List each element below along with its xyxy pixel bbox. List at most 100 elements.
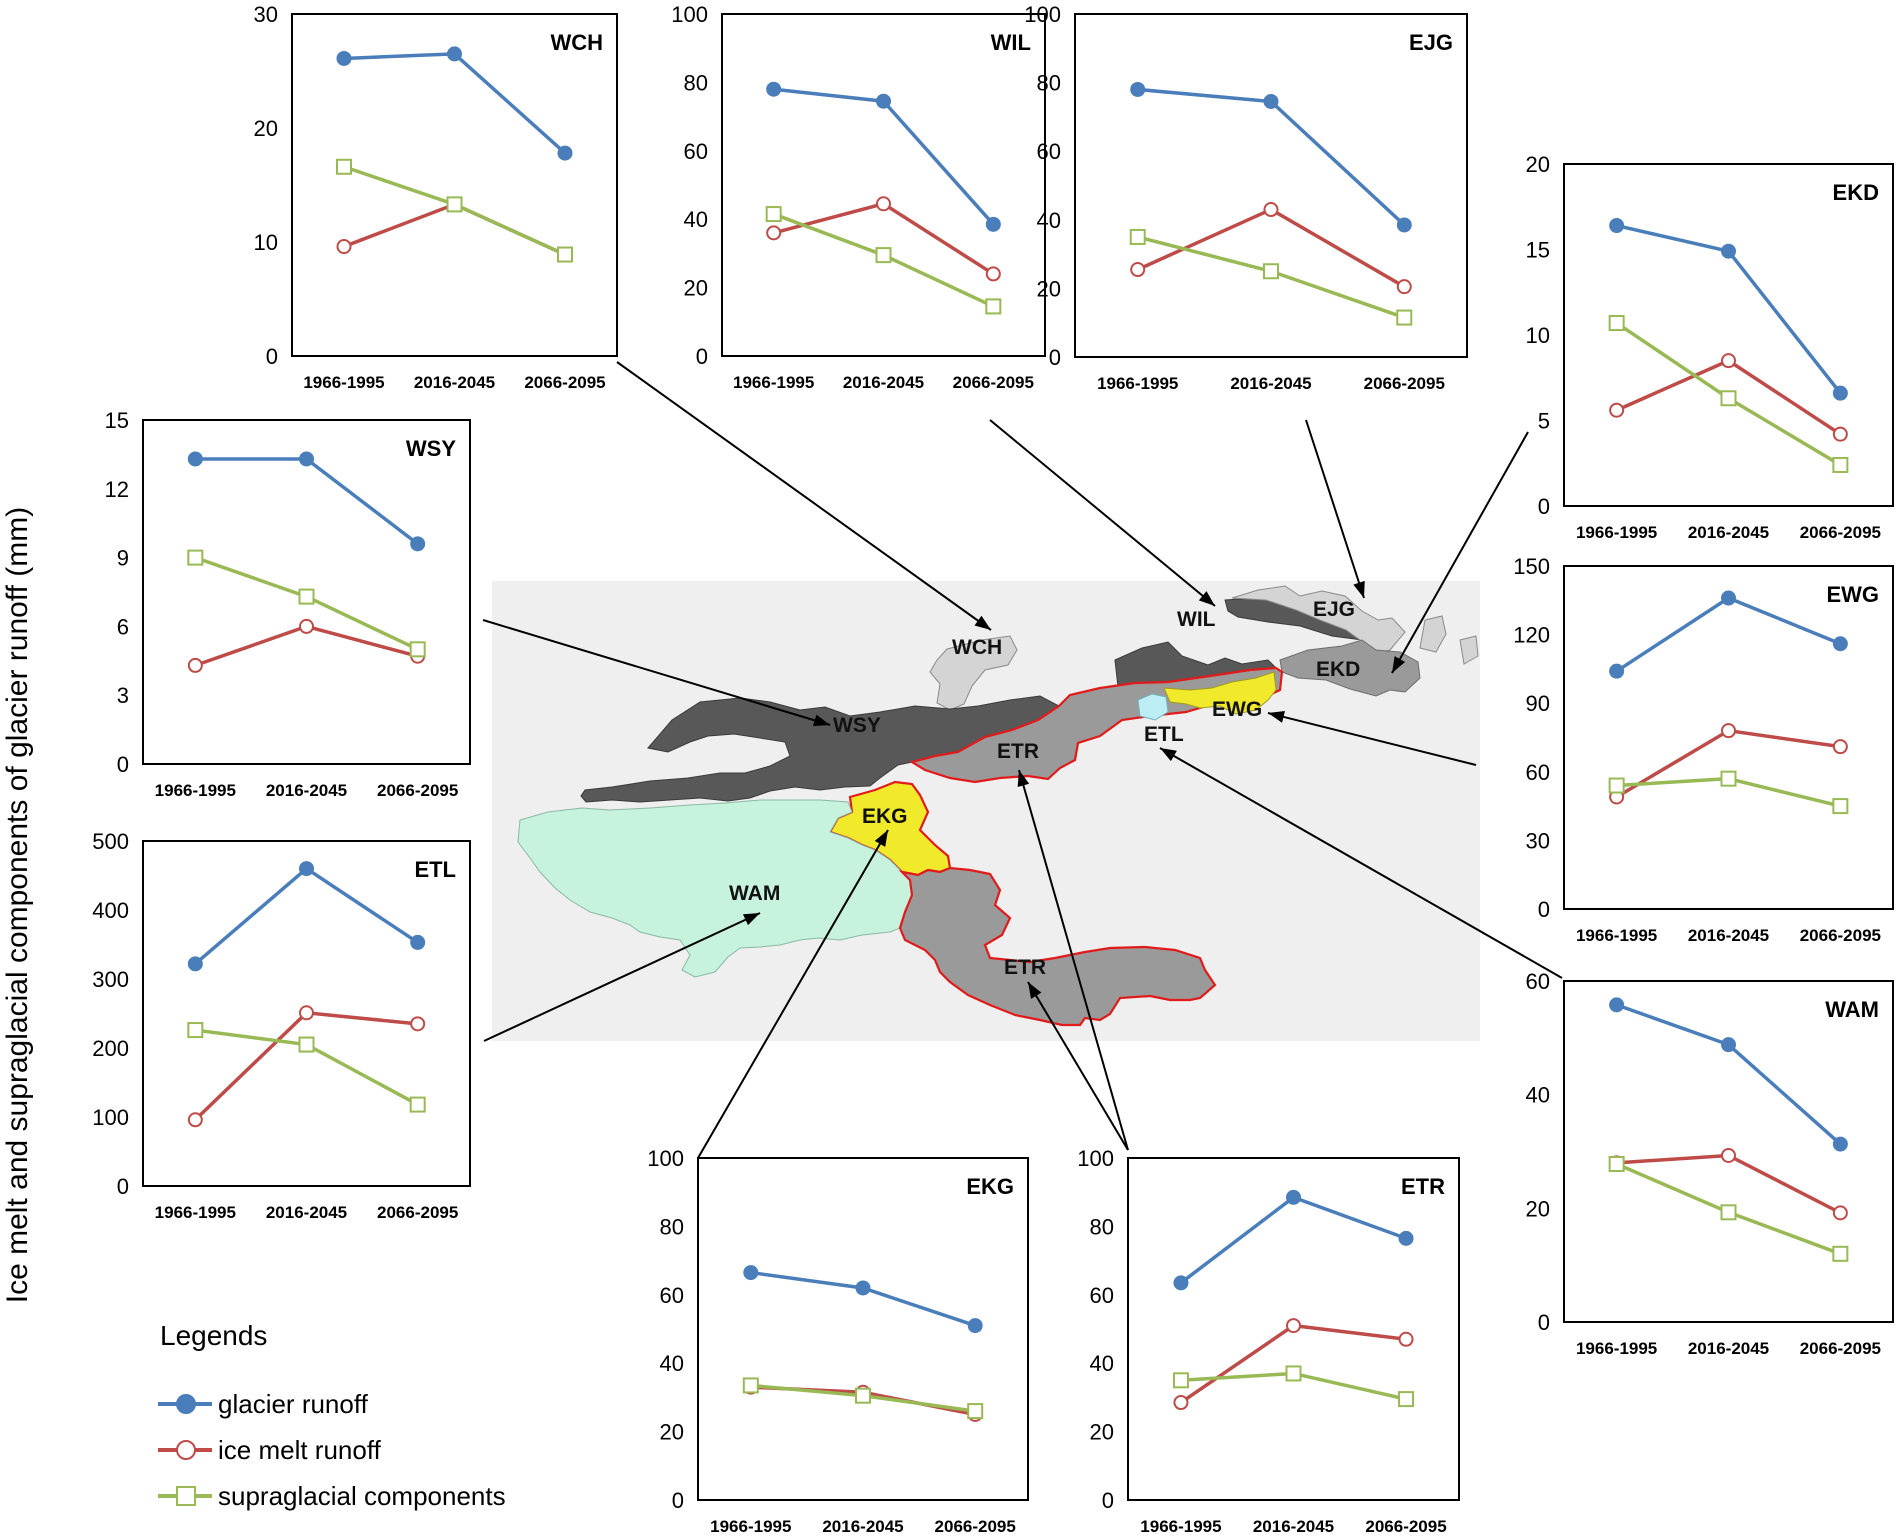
arrowhead — [974, 615, 991, 630]
xtick-etl: 2066-2095 — [377, 1203, 458, 1222]
connector-wch — [616, 361, 992, 631]
ytick-ejg: 20 — [1037, 276, 1061, 301]
point-supraglacial-components-wam — [1720, 1204, 1737, 1221]
basin-ejg-outlier2 — [1459, 635, 1479, 665]
point-glacier-runoff-etr — [1286, 1189, 1301, 1205]
panel-wch: 0 10 20 30 1966-1995 2016-2045 2066-2095 WCH — [254, 2, 618, 392]
point-supraglacial-components-wch — [446, 196, 463, 213]
panel-title-wam: WAM — [1825, 997, 1879, 1022]
point-glacier-runoff-wil — [985, 216, 1001, 232]
ytick-wch: 0 — [266, 344, 278, 369]
legend-marker-glacier-runoff — [176, 1394, 196, 1414]
xtick-ekg: 2016-2045 — [822, 1517, 903, 1536]
xtick-etr: 2066-2095 — [1365, 1517, 1446, 1536]
point-ice-melt-runoff-wam — [1721, 1147, 1736, 1163]
xtick-wch: 2066-2095 — [524, 373, 605, 392]
point-glacier-runoff-ekg — [743, 1265, 759, 1281]
ytick-wam: 0 — [1538, 1310, 1550, 1335]
connector-etr-north — [1018, 769, 1129, 1151]
xtick-etr: 1966-1995 — [1140, 1517, 1221, 1536]
point-glacier-runoff-wsy — [187, 451, 203, 467]
xtick-ekg: 2066-2095 — [935, 1517, 1016, 1536]
ytick-wch: 20 — [254, 116, 278, 141]
panel-ewg: 0 30 60 90 120 150 1966-1995 2016-2045 2066-2095… — [1513, 554, 1894, 945]
arrowhead — [1198, 591, 1215, 606]
xtick-wam: 2066-2095 — [1800, 1339, 1881, 1358]
point-supraglacial-components-ekd — [1608, 315, 1625, 332]
ytick-wil: 40 — [684, 207, 708, 232]
point-ice-melt-runoff-ejg — [1396, 279, 1412, 295]
ytick-etr: 60 — [1090, 1283, 1114, 1308]
point-supraglacial-components-ewg — [1608, 777, 1625, 794]
xtick-wsy: 1966-1995 — [155, 781, 236, 800]
ytick-wsy: 9 — [117, 546, 129, 571]
connector-etr-south — [1027, 981, 1129, 1151]
point-supraglacial-components-wch — [336, 158, 352, 175]
point-ice-melt-runoff-etl — [299, 1005, 314, 1021]
point-glacier-runoff-wam — [1609, 997, 1625, 1013]
ytick-ekg: 40 — [660, 1351, 684, 1376]
ytick-wil: 20 — [684, 276, 708, 301]
xtick-ewg: 1966-1995 — [1576, 926, 1657, 945]
point-supraglacial-components-etl — [298, 1036, 315, 1053]
arrowhead — [874, 830, 888, 847]
point-glacier-runoff-etr — [1398, 1230, 1414, 1246]
figure-ylabel: Ice melt and supraglacial components of … — [1, 507, 34, 1303]
map-label-ewg: EWG — [1212, 698, 1262, 721]
xtick-wil: 1966-1995 — [733, 373, 814, 392]
basin-wsy — [580, 695, 1060, 803]
arrowhead — [1268, 711, 1285, 723]
point-glacier-runoff-etl — [410, 934, 426, 950]
point-supraglacial-components-wam — [1832, 1245, 1849, 1262]
xtick-ekd: 2066-2095 — [1800, 523, 1881, 542]
map-label-etr-north: ETR — [997, 740, 1039, 763]
xtick-wch: 2016-2045 — [414, 373, 495, 392]
panel-title-wil: WIL — [991, 30, 1031, 55]
arrowhead — [1353, 580, 1365, 598]
arrowhead — [1392, 656, 1406, 673]
ytick-etl: 500 — [92, 829, 129, 854]
legend-item-glacier-runoff: glacier runoff — [158, 1389, 369, 1419]
xtick-ekg: 1966-1995 — [710, 1517, 791, 1536]
legend-title: Legends — [160, 1320, 267, 1351]
ytick-etl: 100 — [92, 1105, 129, 1130]
point-supraglacial-components-ekg — [855, 1387, 871, 1404]
point-ice-melt-runoff-ekd — [1832, 426, 1848, 442]
point-supraglacial-components-etl — [409, 1096, 426, 1113]
ytick-ekd: 15 — [1526, 238, 1550, 263]
xtick-etl: 2016-2045 — [266, 1203, 347, 1222]
panel-wam: 0 20 40 60 1966-1995 2016-2045 2066-2095 WAM — [1526, 969, 1894, 1358]
ytick-ewg: 60 — [1526, 760, 1550, 785]
ytick-ewg: 150 — [1513, 554, 1550, 579]
xtick-wil: 2016-2045 — [843, 373, 924, 392]
point-supraglacial-components-wch — [557, 246, 573, 263]
point-supraglacial-components-ekd — [1720, 390, 1737, 407]
point-glacier-runoff-etl — [299, 861, 314, 877]
point-supraglacial-components-etl — [187, 1022, 204, 1039]
ytick-wsy: 6 — [117, 614, 129, 639]
ytick-etl: 0 — [117, 1174, 129, 1199]
point-supraglacial-components-wil — [875, 247, 892, 264]
panel-title-ewg: EWG — [1826, 582, 1879, 607]
ytick-ekd: 20 — [1526, 152, 1550, 177]
map-label-ejg: EJG — [1313, 598, 1355, 621]
legend-label-supraglacial-components: supraglacial components — [218, 1481, 506, 1511]
point-glacier-runoff-etl — [187, 956, 203, 972]
point-glacier-runoff-ejg — [1263, 93, 1279, 109]
panel-title-etr: ETR — [1401, 1174, 1445, 1199]
point-glacier-runoff-ekg — [855, 1280, 871, 1296]
xtick-etl: 1966-1995 — [155, 1203, 236, 1222]
point-ice-melt-runoff-ewg — [1832, 739, 1848, 755]
xtick-wsy: 2016-2045 — [266, 781, 347, 800]
legend-label-ice-melt-runoff: ice melt runoff — [218, 1435, 382, 1465]
point-ice-melt-runoff-wsy — [187, 657, 203, 673]
connector-wam — [483, 912, 761, 1042]
ytick-wsy: 3 — [117, 683, 129, 708]
point-ice-melt-runoff-wil — [766, 225, 782, 241]
point-glacier-runoff-wch — [447, 46, 462, 62]
point-glacier-runoff-ekd — [1721, 243, 1736, 259]
panel-title-wsy: WSY — [406, 436, 456, 461]
point-supraglacial-components-etr — [1285, 1365, 1302, 1382]
panel-title-ekd: EKD — [1833, 180, 1879, 205]
basin-map: WCH WSY WIL EJG EKD EWG ETL ETR EKG WAM … — [492, 581, 1480, 1041]
